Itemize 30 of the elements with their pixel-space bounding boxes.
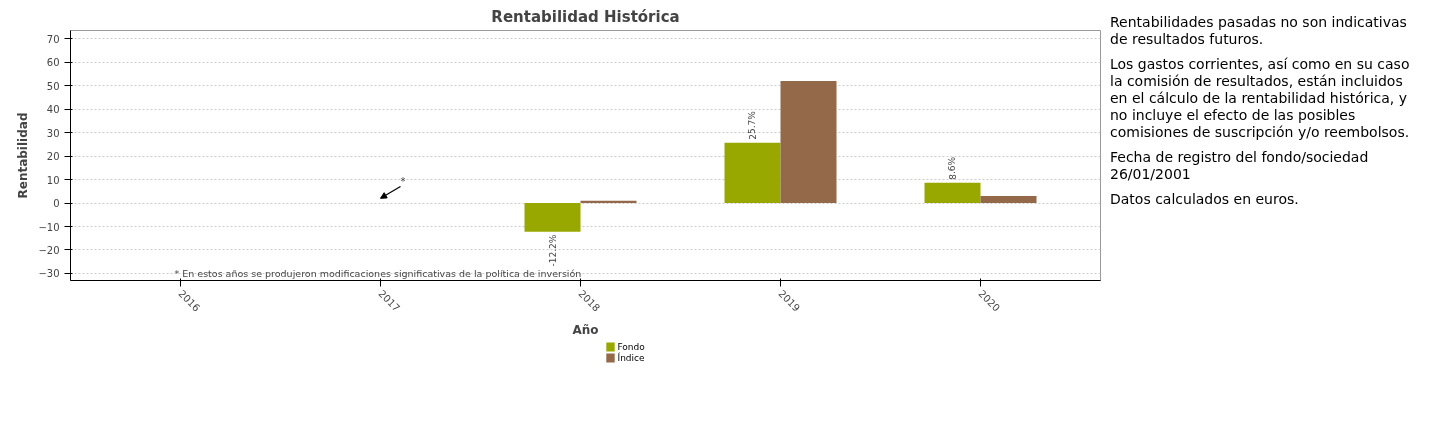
bar bbox=[980, 195, 1037, 204]
text: Datos calculados en euros. bbox=[1110, 191, 1300, 208]
y-tick-label: −30 bbox=[38, 268, 60, 280]
y-tick-label: 10 bbox=[46, 174, 60, 186]
y-tick-label: 70 bbox=[46, 33, 60, 45]
bar bbox=[724, 142, 781, 204]
chart-title: Rentabilidad Histórica bbox=[491, 7, 680, 26]
data-label: 25.7% bbox=[747, 110, 758, 140]
text: Rentabilidades pasadas no son indicativas de resultados futuros. bbox=[1110, 14, 1408, 48]
data-label: 8.6% bbox=[947, 156, 958, 180]
y-tick-label: 50 bbox=[46, 80, 60, 92]
annotation: * En estos años se produjeron modificaciones significativas de la política de inversión bbox=[174, 267, 582, 279]
y-tick-label: 0 bbox=[53, 198, 60, 210]
y-tick-label: −10 bbox=[38, 221, 60, 233]
data-label: -12.2% bbox=[547, 234, 558, 267]
bar bbox=[524, 203, 581, 232]
y-tick-label: 60 bbox=[46, 57, 60, 69]
text: Los gastos corrientes, así como en su caso la comisión de resultados, están incluidos en el cálculo de la rentabilidad histórica, y no incluye el efecto de las posibles comisiones de suscripción y/o reembolsos. bbox=[1110, 56, 1410, 141]
y-tick-label: 40 bbox=[46, 104, 60, 116]
annotation: * bbox=[400, 175, 406, 187]
bar bbox=[924, 182, 981, 204]
x-axis-title: Año bbox=[572, 323, 599, 338]
legend-label: Índice bbox=[617, 352, 645, 363]
y-tick-label: 30 bbox=[46, 127, 60, 139]
y-tick-label: 20 bbox=[46, 151, 60, 163]
text: Fecha de registro del fondo/sociedad 26/01/2001 bbox=[1110, 149, 1370, 183]
legend-label: Fondo bbox=[617, 342, 646, 352]
bar bbox=[780, 80, 837, 204]
y-tick-label: −20 bbox=[38, 244, 60, 256]
y-axis-title: Rentabilidad bbox=[16, 112, 31, 199]
